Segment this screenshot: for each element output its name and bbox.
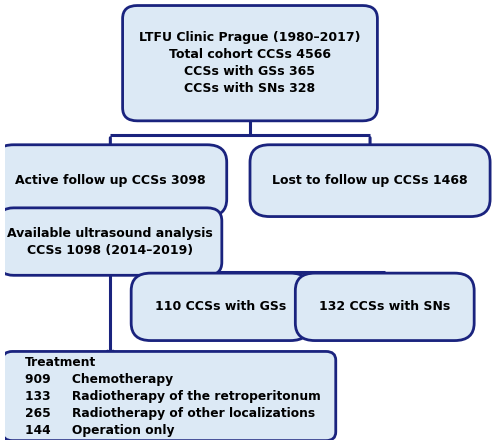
- Text: Lost to follow up CCSs 1468: Lost to follow up CCSs 1468: [272, 174, 468, 187]
- Text: Treatment
909     Chemotherapy
133     Radiotherapy of the retroperitonum
265   : Treatment 909 Chemotherapy 133 Radiother…: [24, 356, 320, 436]
- FancyBboxPatch shape: [122, 5, 378, 121]
- Text: Active follow up CCSs 3098: Active follow up CCSs 3098: [15, 174, 206, 187]
- Text: 110 CCSs with GSs: 110 CCSs with GSs: [155, 300, 286, 313]
- FancyBboxPatch shape: [0, 208, 222, 275]
- FancyBboxPatch shape: [131, 273, 310, 341]
- Text: 132 CCSs with SNs: 132 CCSs with SNs: [319, 300, 450, 313]
- FancyBboxPatch shape: [0, 145, 226, 217]
- FancyBboxPatch shape: [296, 273, 474, 341]
- Text: Available ultrasound analysis
CCSs 1098 (2014–2019): Available ultrasound analysis CCSs 1098 …: [8, 226, 213, 257]
- FancyBboxPatch shape: [2, 352, 336, 440]
- FancyBboxPatch shape: [250, 145, 490, 217]
- Text: LTFU Clinic Prague (1980–2017)
Total cohort CCSs 4566
CCSs with GSs 365
CCSs wit: LTFU Clinic Prague (1980–2017) Total coh…: [139, 31, 361, 95]
